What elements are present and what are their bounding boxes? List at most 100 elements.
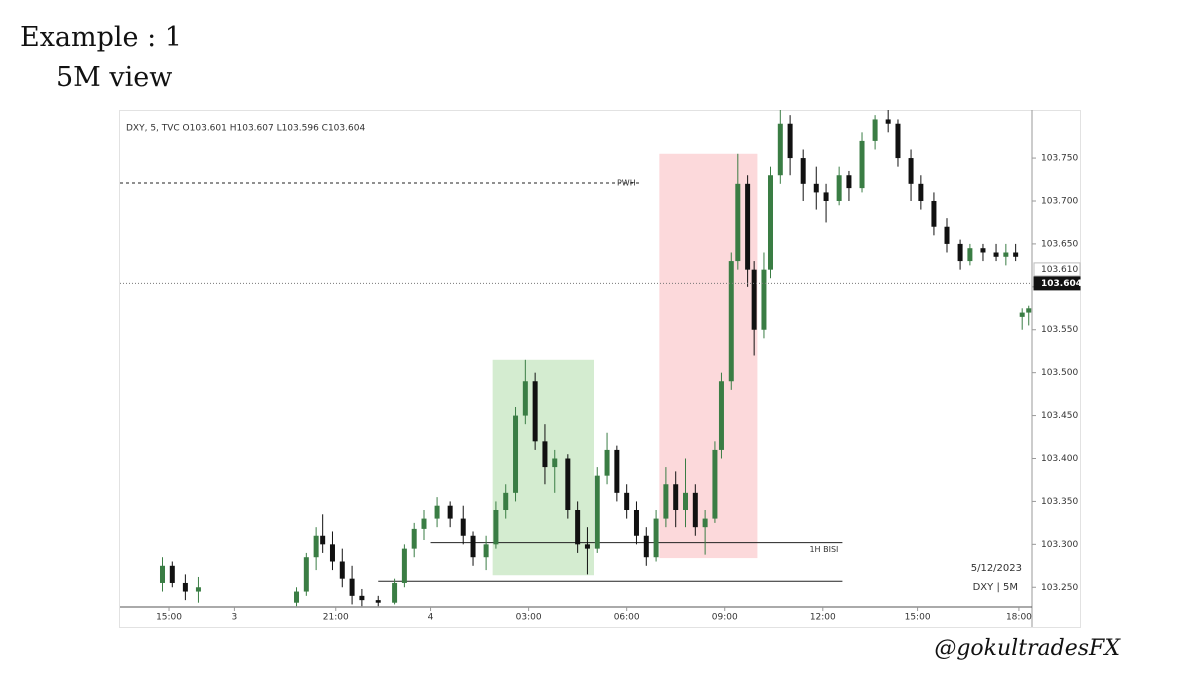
x-tick-label: 21:00 xyxy=(323,613,349,623)
candle-body xyxy=(182,582,188,592)
candle-body xyxy=(532,381,538,442)
candle-body xyxy=(392,582,398,603)
candle-body xyxy=(712,449,718,519)
candle-body xyxy=(434,505,440,519)
candle-body xyxy=(643,535,649,558)
candle-body xyxy=(885,119,891,124)
candle-body xyxy=(908,158,914,184)
plot-area xyxy=(120,110,1032,607)
x-tick-label: 18:00 xyxy=(1006,613,1032,623)
candle-body xyxy=(787,123,793,159)
y-tick-label: 103.550 xyxy=(1041,325,1078,335)
candle-body xyxy=(745,183,751,270)
y-tick-label: 103.700 xyxy=(1041,196,1078,206)
candle-body xyxy=(313,535,319,558)
candle-body xyxy=(614,449,620,493)
y-tick-label: 103.250 xyxy=(1041,583,1078,593)
candle-body xyxy=(320,535,326,545)
candle-body xyxy=(460,518,466,536)
candle-body xyxy=(493,510,499,545)
candle-body xyxy=(859,140,865,189)
x-tick-label: 4 xyxy=(428,613,434,623)
date-note: 5/12/2023 xyxy=(971,563,1022,574)
candle-body xyxy=(683,492,689,511)
x-tick-label: 06:00 xyxy=(614,613,640,623)
price-tag-label: 103.604 xyxy=(1041,279,1082,289)
x-tick-label: 03:00 xyxy=(516,613,542,623)
candle-body xyxy=(195,587,201,592)
candle-body xyxy=(931,200,937,227)
candle-body xyxy=(967,248,973,262)
candle-body xyxy=(633,510,639,536)
candle-body xyxy=(503,492,509,511)
candle-body xyxy=(483,544,489,558)
x-tick-label: 15:00 xyxy=(156,613,182,623)
candle-body xyxy=(294,591,300,603)
y-tick-label: 103.400 xyxy=(1041,454,1078,464)
candle-body xyxy=(159,565,165,583)
candle-body xyxy=(411,528,417,549)
candle-body xyxy=(303,557,309,592)
candle-body xyxy=(375,600,381,603)
watermark: @gokultradesFX xyxy=(934,636,1120,661)
candle-body xyxy=(918,183,924,201)
candle-body xyxy=(513,415,519,493)
candle-body xyxy=(836,175,842,201)
level-label: 1H BISI xyxy=(809,545,838,554)
x-tick-label: 15:00 xyxy=(905,613,931,623)
candle-body xyxy=(735,183,741,262)
candle-body xyxy=(349,578,355,596)
candle-body xyxy=(702,518,708,528)
candle-body xyxy=(673,484,679,511)
x-tick-label: 12:00 xyxy=(810,613,836,623)
candle-body xyxy=(552,458,558,468)
candle-body xyxy=(624,492,630,511)
chart-frame xyxy=(119,110,1081,628)
y-tick-label: 103.500 xyxy=(1041,368,1078,378)
candle-body xyxy=(846,175,852,189)
price-tag xyxy=(1033,276,1081,291)
symbol-note: DXY | 5M xyxy=(973,582,1018,593)
candle-body xyxy=(813,183,819,193)
x-tick-label: 3 xyxy=(232,613,238,623)
candle-body xyxy=(1019,312,1025,317)
candle-body xyxy=(169,565,175,583)
candle-body xyxy=(718,381,724,450)
candle-body xyxy=(522,381,528,416)
candle-body xyxy=(895,123,901,159)
candle-body xyxy=(1003,252,1009,257)
candle-body xyxy=(339,561,345,579)
candle-body xyxy=(692,492,698,528)
candle-body xyxy=(447,505,453,519)
candle-body xyxy=(777,123,783,176)
level-label: PWH xyxy=(617,178,636,187)
candle-body xyxy=(594,475,600,549)
y-tick-label: 103.650 xyxy=(1041,239,1078,249)
example-title: Example : 1 xyxy=(20,22,182,53)
candle-body xyxy=(584,544,590,549)
candle-body xyxy=(761,269,767,330)
candle-body xyxy=(993,252,999,257)
y-tick-label: 103.350 xyxy=(1041,497,1078,507)
candle-body xyxy=(575,510,581,545)
candle-body xyxy=(604,449,610,476)
price-tag xyxy=(1033,262,1081,277)
candle-body xyxy=(767,175,773,270)
y-tick-label: 103.750 xyxy=(1041,154,1078,164)
candle-body xyxy=(359,595,365,601)
candle-body xyxy=(470,535,476,558)
candle-body xyxy=(565,458,571,511)
candle-body xyxy=(957,243,963,262)
candle-body xyxy=(542,441,548,468)
candle-body xyxy=(823,192,829,201)
candle-body xyxy=(329,544,335,562)
candle-body xyxy=(653,518,659,558)
candle-body xyxy=(751,269,757,330)
candle-body xyxy=(1013,252,1019,257)
y-tick-label: 103.450 xyxy=(1041,411,1078,421)
candle-body xyxy=(944,226,950,244)
view-subtitle: 5M view xyxy=(56,62,173,93)
candle-body xyxy=(980,248,986,253)
